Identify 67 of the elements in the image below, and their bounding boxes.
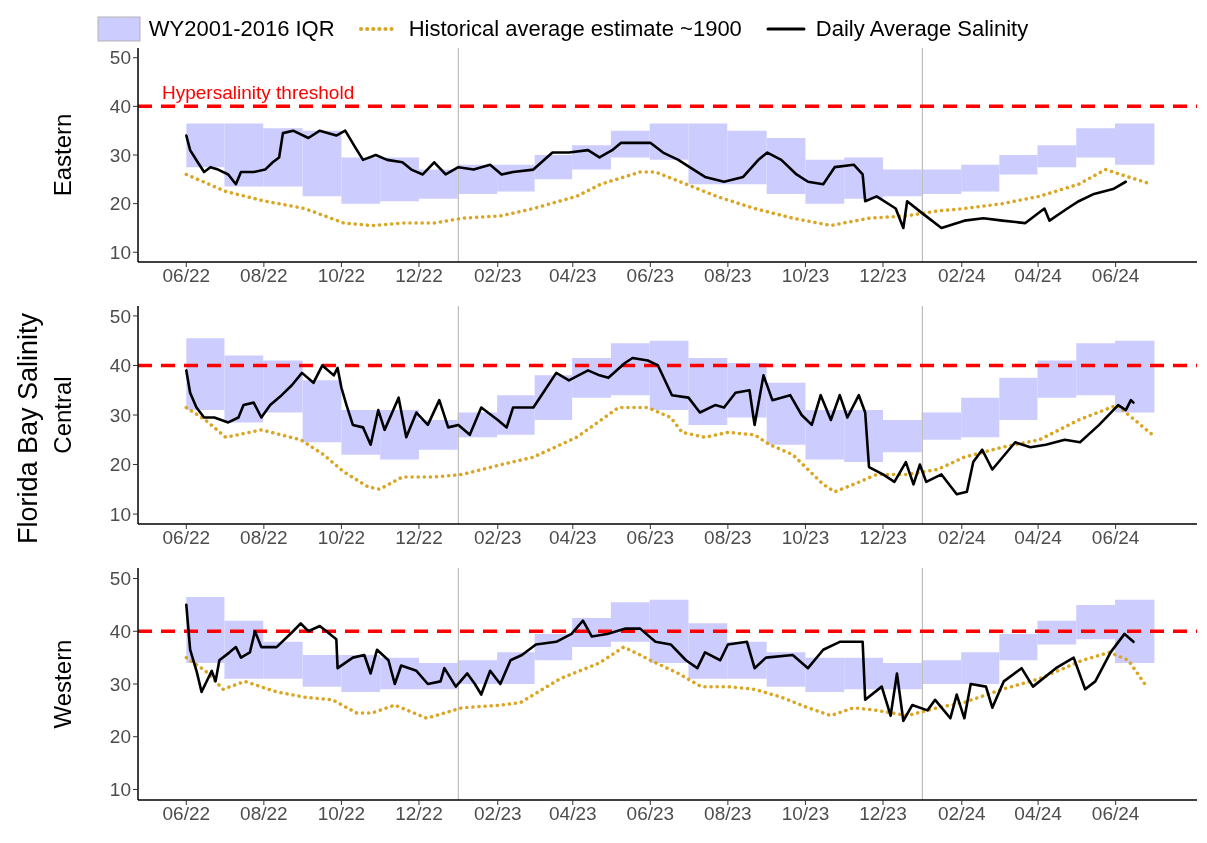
x-tick-label: 06/24: [1091, 803, 1140, 825]
x-tick-label: 10/22: [317, 527, 366, 549]
line-series: [185, 129, 1128, 230]
x-tick-label: 10/22: [317, 265, 366, 287]
x-tick-label: 04/23: [549, 527, 597, 549]
y-axis-title: Western: [48, 639, 76, 729]
y-tick-label: 10: [109, 779, 131, 801]
x-tick-label: 04/24: [1014, 265, 1063, 287]
x-tick-label: 12/23: [859, 527, 907, 549]
x-tick-label: 12/23: [859, 803, 907, 825]
x-tick-label: 08/22: [240, 265, 288, 287]
y-tick-label: 40: [109, 96, 131, 118]
x-tick-label: 02/24: [938, 803, 987, 825]
x-tick-label: 08/23: [704, 803, 752, 825]
y-tick-label: 40: [109, 355, 131, 377]
y-tick-label: 10: [109, 503, 131, 525]
y-tick-label: 30: [109, 404, 131, 426]
x-tick-label: 04/24: [1014, 803, 1063, 825]
y-tick-label: 20: [109, 454, 131, 476]
y-tick-label: 50: [109, 305, 131, 327]
x-tick-label: 10/23: [781, 527, 830, 549]
x-tick-label: 12/22: [395, 803, 443, 825]
line-series: [184, 645, 1147, 721]
x-tick-label: 04/23: [549, 265, 597, 287]
y-tick-label: 50: [109, 47, 131, 69]
x-tick-label: 06/24: [1091, 527, 1140, 549]
x-tick-label: 04/24: [1014, 527, 1063, 549]
x-tick-label: 06/22: [162, 527, 211, 549]
y-tick-label: 30: [109, 673, 131, 695]
legend-label: Historical average estimate ~1900: [408, 16, 742, 42]
line-series: [185, 356, 1135, 496]
ref-line-label: Hypersalinity threshold: [162, 82, 355, 104]
y-axis-title: Eastern: [48, 113, 76, 197]
x-tick-label: 12/22: [395, 265, 443, 287]
x-tick-label: 02/23: [474, 803, 522, 825]
y-tick-label: 20: [109, 726, 131, 748]
x-tick-label: 10/22: [317, 803, 366, 825]
y-tick-label: 20: [109, 193, 131, 215]
y-tick-label: 30: [109, 144, 131, 166]
x-tick-label: 02/24: [938, 527, 987, 549]
x-tick-label: 06/23: [626, 527, 675, 549]
line-series: [184, 403, 1155, 494]
x-tick-label: 08/23: [704, 265, 752, 287]
y-tick-label: 10: [109, 242, 131, 264]
y-tick-label: 50: [109, 568, 131, 590]
legend-label: Daily Average Salinity: [815, 16, 1029, 42]
x-tick-label: 06/24: [1091, 265, 1140, 287]
x-tick-label: 02/24: [938, 265, 987, 287]
line-series: [185, 603, 1135, 723]
text: Florida Bay Salinity: [12, 313, 44, 545]
x-tick-label: 06/23: [626, 265, 675, 287]
x-tick-label: 10/23: [781, 265, 830, 287]
x-tick-label: 08/22: [240, 803, 288, 825]
x-tick-label: 06/23: [626, 803, 675, 825]
x-tick-label: 06/22: [162, 265, 211, 287]
legend-label: WY2001-2016 IQR: [148, 16, 335, 42]
y-tick-label: 40: [109, 621, 131, 643]
x-tick-label: 04/23: [549, 803, 597, 825]
x-tick-label: 12/22: [395, 527, 443, 549]
x-tick-label: 06/22: [162, 803, 211, 825]
y-axis-title: Central: [48, 376, 76, 454]
x-tick-label: 02/23: [474, 527, 522, 549]
x-tick-label: 08/22: [240, 527, 288, 549]
x-tick-label: 10/23: [781, 803, 830, 825]
x-tick-label: 12/23: [859, 265, 907, 287]
x-tick-label: 02/23: [474, 265, 522, 287]
x-tick-label: 08/23: [704, 527, 752, 549]
